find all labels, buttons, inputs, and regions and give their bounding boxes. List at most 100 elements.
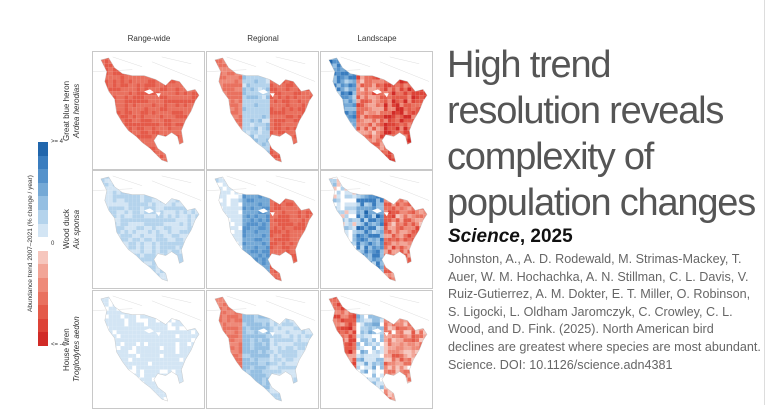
map-cell (352, 71, 357, 76)
map-cell (356, 253, 361, 258)
map-cell (297, 110, 302, 115)
map-cell (344, 59, 349, 64)
map-cell (364, 107, 369, 111)
map-cell (218, 114, 223, 119)
map-cell (258, 99, 263, 104)
map-cell (136, 154, 141, 159)
map-cell (144, 57, 149, 60)
map-cell (116, 110, 121, 115)
map-cell (226, 190, 231, 195)
map-cell (152, 52, 156, 56)
map-cell (411, 218, 416, 223)
map-cell (269, 226, 274, 230)
map-cell (387, 214, 392, 219)
map-cell (187, 79, 192, 84)
map-cell (250, 71, 255, 76)
map-cell (289, 63, 294, 68)
map-cell (116, 91, 121, 96)
map-cell (227, 52, 231, 56)
map-cell (391, 91, 396, 96)
map-cell (344, 95, 349, 100)
map-cell (183, 83, 188, 88)
map-cell (285, 75, 290, 80)
map-cell (112, 241, 117, 246)
map-cell (423, 138, 428, 143)
map-cell (199, 135, 203, 139)
map-cell (281, 202, 286, 207)
map-cell (175, 226, 180, 230)
map-cell (175, 75, 180, 80)
map-cell (93, 242, 97, 246)
map-cell (372, 226, 377, 230)
map-cell (250, 87, 255, 92)
map-cell (207, 281, 211, 285)
map-cell (352, 176, 357, 179)
map-cell (395, 83, 400, 88)
map-cell (265, 198, 270, 203)
map-cell (214, 63, 219, 68)
map-cell (328, 198, 333, 203)
scientific-name: Troglodytes aedon (72, 316, 81, 383)
map-cell (262, 79, 266, 84)
map-cell (262, 186, 266, 191)
map-cell (328, 218, 333, 223)
map-cell (411, 154, 416, 159)
map-cell (175, 103, 180, 108)
map-cell (415, 99, 420, 104)
map-cell (321, 99, 325, 103)
map-cell (328, 150, 333, 155)
map-cell (242, 118, 247, 123)
map-cell (218, 194, 223, 199)
map-cell (151, 253, 156, 258)
map-cell (423, 162, 428, 163)
map-cell (352, 210, 357, 215)
map-cell (218, 154, 223, 159)
map-cell (419, 67, 424, 72)
map-cell (148, 226, 152, 230)
map-cell (116, 190, 121, 195)
map-cell (203, 191, 204, 195)
map-cell (427, 111, 431, 115)
map-cell (116, 237, 121, 242)
map-cell (297, 214, 302, 219)
map-cell (230, 122, 235, 127)
map-cell (175, 210, 180, 215)
map-cell (328, 83, 333, 88)
map-cell (269, 281, 274, 282)
map-cell (321, 150, 325, 154)
map-cell (155, 269, 160, 274)
map-cell (120, 202, 125, 207)
map-cell (93, 273, 97, 277)
map-cell (349, 171, 353, 175)
map-cell (151, 118, 156, 123)
map-cell (285, 265, 290, 270)
map-cell (230, 126, 235, 131)
map-cell (222, 110, 227, 115)
map-cell (214, 150, 215, 155)
map-cell (159, 265, 164, 270)
map-cell (309, 63, 314, 68)
map-cell (250, 162, 255, 163)
map-cell (218, 233, 223, 238)
map-cell (238, 277, 243, 282)
map-cell (372, 146, 377, 151)
map-cell (309, 229, 314, 234)
map-cell (387, 218, 392, 223)
map-cell (368, 158, 373, 163)
map-cell (262, 178, 266, 183)
map-cell (234, 206, 239, 211)
map-cell (411, 176, 416, 179)
map-cell (172, 171, 176, 175)
map-cell (144, 285, 148, 288)
map-cell (415, 214, 420, 219)
map-cell (167, 59, 172, 64)
map-cell (104, 75, 109, 80)
map-cell (144, 122, 149, 127)
map-cell (159, 257, 164, 262)
map-cell (120, 99, 125, 104)
map-cell (176, 166, 180, 169)
map-cell (148, 222, 152, 227)
map-cell (124, 114, 129, 119)
map-cell (167, 75, 172, 80)
map-cell (242, 134, 247, 139)
